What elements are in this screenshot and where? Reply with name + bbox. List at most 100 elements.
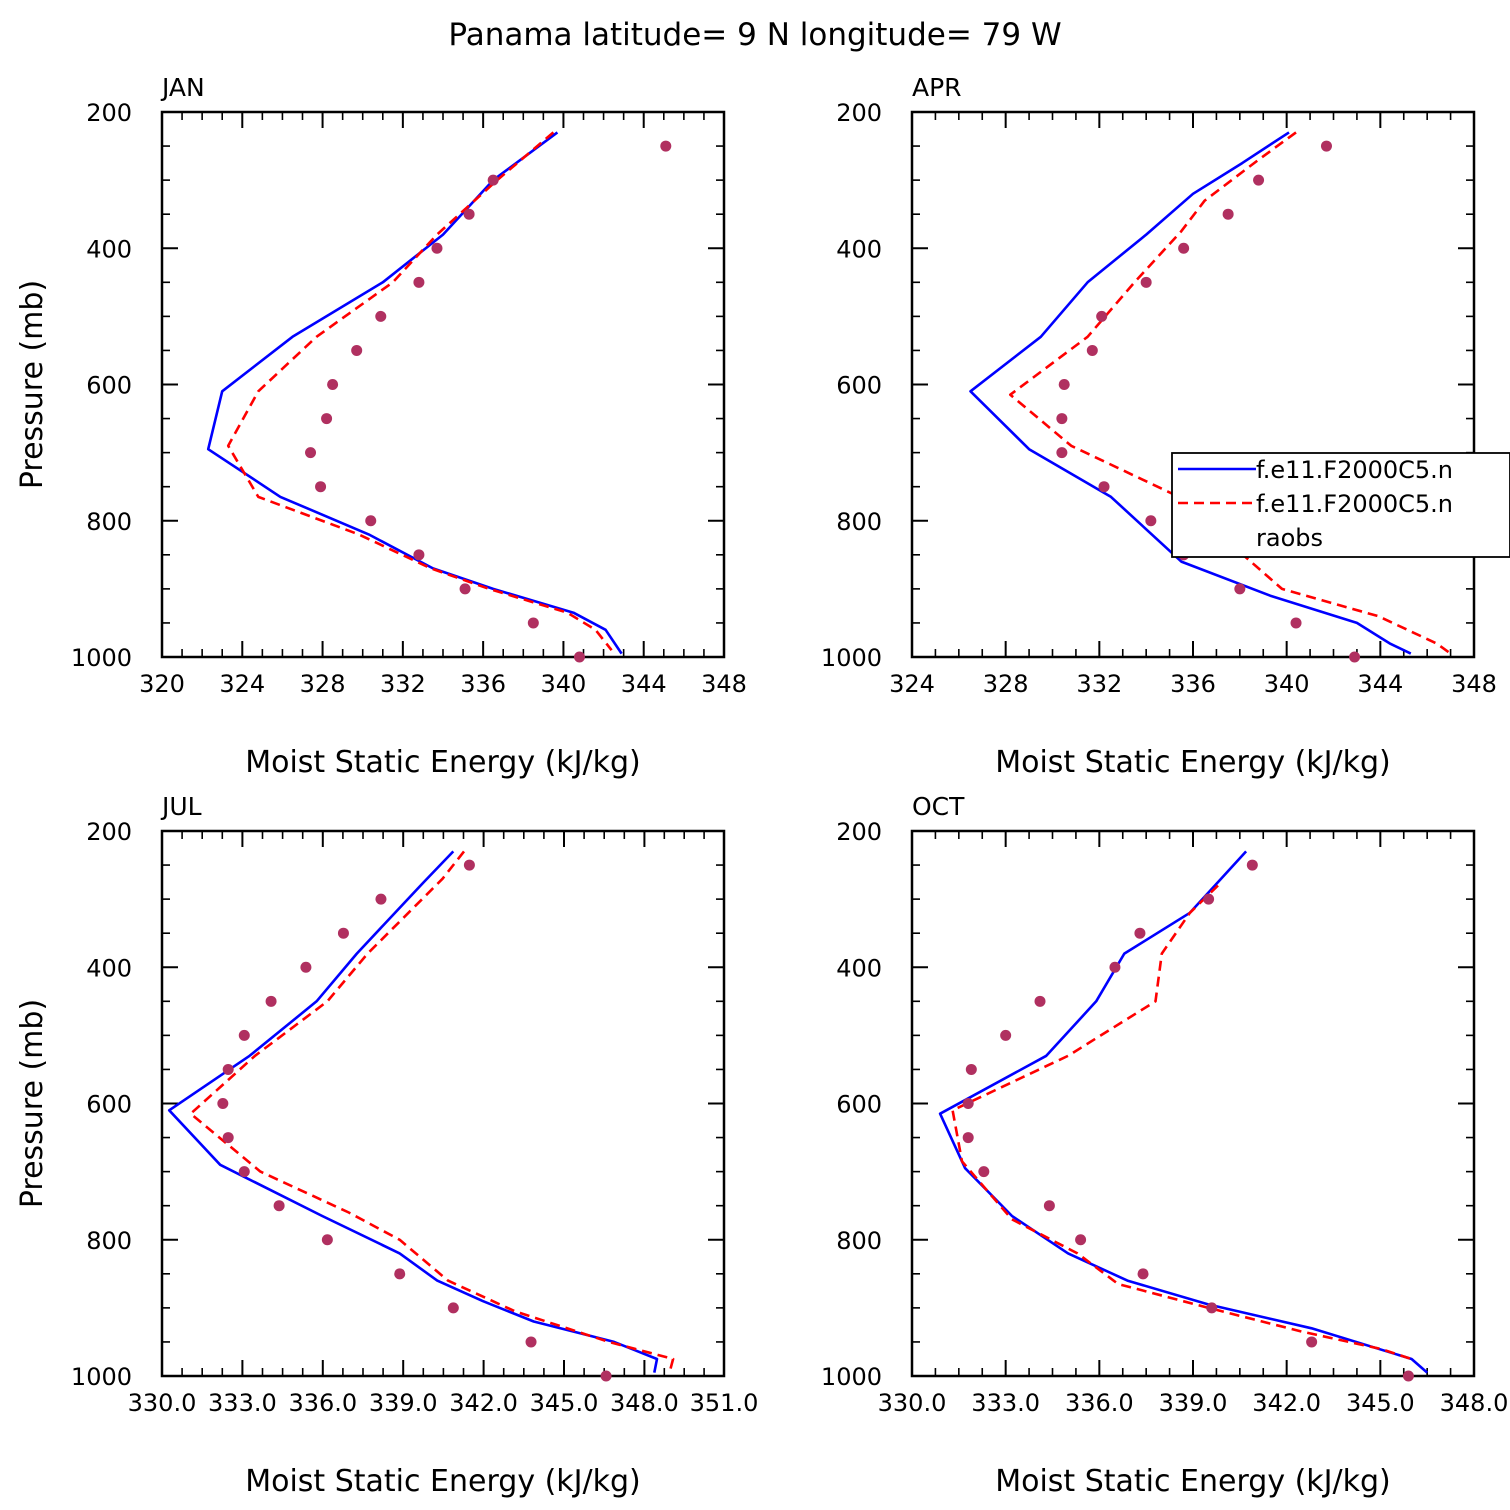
raobs-point — [962, 1132, 974, 1144]
raobs-point — [305, 447, 317, 459]
raobs-point — [337, 927, 349, 939]
x-tick-label: 336 — [1170, 670, 1216, 698]
raobs-point — [413, 549, 425, 561]
raobs-point — [1137, 1268, 1149, 1280]
x-axis-label: Moist Static Energy (kJ/kg) — [245, 1464, 641, 1499]
raobs-point — [1178, 242, 1190, 254]
raobs-point — [962, 1098, 974, 1109]
raobs-point — [1056, 413, 1068, 425]
raobs-point — [1058, 379, 1070, 390]
raobs-point — [375, 310, 387, 322]
x-tick-label: 348.0 — [1440, 1389, 1509, 1417]
x-tick-label: 336.0 — [1065, 1389, 1134, 1417]
x-tick-label: 340 — [1264, 670, 1310, 698]
raobs-point — [965, 1063, 977, 1075]
x-tick-label: 332 — [380, 670, 426, 698]
raobs-point — [1140, 276, 1152, 288]
raobs-point — [413, 276, 425, 288]
panel-apr: APR 324 328 332 336 340 344 348 200 400 600 800 1000… — [821, 73, 1510, 780]
y-tick-label: 600 — [836, 372, 882, 400]
y-tick-label: 800 — [86, 508, 132, 536]
panel-label: JAN — [160, 73, 205, 102]
x-tick-label: 344 — [621, 670, 667, 698]
y-tick-label: 400 — [86, 954, 132, 982]
y-tick-label: 400 — [836, 954, 882, 982]
x-tick-label: 344 — [1357, 670, 1403, 698]
raobs-point — [1290, 617, 1302, 629]
model-line-solid — [167, 850, 659, 1373]
raobs-point — [1203, 893, 1215, 905]
x-tick-label: 339.0 — [1159, 1389, 1228, 1417]
raobs-point — [459, 583, 471, 595]
raobs-point — [447, 1302, 459, 1314]
raobs-point — [573, 651, 585, 663]
x-tick-label: 342.0 — [1252, 1389, 1321, 1417]
raobs-point — [238, 1166, 250, 1178]
y-tick-label: 600 — [86, 372, 132, 400]
raobs-point — [1086, 344, 1098, 356]
raobs-point — [463, 208, 475, 220]
x-axis-label: Moist Static Energy (kJ/kg) — [245, 745, 641, 780]
model-line-dashed — [226, 131, 613, 652]
raobs-point — [1098, 481, 1110, 493]
x-tick-label: 348 — [701, 670, 747, 698]
raobs-point — [1145, 515, 1157, 527]
model-line-dashed — [1009, 131, 1452, 655]
figure-title: Panama latitude= 9 N longitude= 79 W — [448, 17, 1061, 53]
panel-label: OCT — [912, 792, 965, 821]
x-tick-label: 333.0 — [208, 1389, 277, 1417]
raobs-point — [978, 1166, 990, 1178]
plot-frame — [160, 110, 726, 659]
raobs-point — [222, 1132, 234, 1144]
raobs-point — [1043, 1200, 1055, 1212]
y-tick-label: 1000 — [71, 644, 132, 672]
legend-box — [1171, 452, 1510, 558]
raobs-point — [1320, 140, 1332, 152]
raobs-point — [300, 961, 312, 973]
raobs-point — [265, 995, 277, 1007]
raobs-point — [321, 1234, 333, 1246]
x-axis-label: Moist Static Energy (kJ/kg) — [995, 1464, 1391, 1499]
raobs-point — [222, 1063, 234, 1075]
raobs-point — [375, 893, 387, 905]
model-line-solid — [938, 850, 1429, 1374]
plot-frame — [910, 829, 1476, 1378]
x-tick-label: 332 — [1076, 670, 1122, 698]
raobs-point — [394, 1268, 406, 1280]
x-tick-label: 345.0 — [1346, 1389, 1415, 1417]
legend-entry: f.e11.F2000C5.n — [1256, 456, 1453, 484]
y-tick-label: 600 — [836, 1091, 882, 1119]
x-axis-label: Moist Static Energy (kJ/kg) — [995, 745, 1391, 780]
raobs-point — [1034, 995, 1046, 1007]
raobs-point — [1246, 859, 1258, 871]
raobs-point — [1075, 1234, 1087, 1246]
raobs-point — [321, 413, 333, 425]
raobs-point — [1234, 583, 1246, 595]
raobs-point — [660, 140, 672, 152]
y-tick-label: 1000 — [71, 1363, 132, 1391]
raobs-point — [1402, 1370, 1414, 1382]
raobs-point — [273, 1200, 285, 1212]
x-tick-label: 351.0 — [690, 1389, 759, 1417]
y-tick-label: 600 — [86, 1091, 132, 1119]
panel-label: APR — [912, 73, 962, 102]
x-tick-label: 336 — [460, 670, 506, 698]
model-line-dashed — [951, 884, 1413, 1361]
y-tick-label: 1000 — [821, 1363, 882, 1391]
y-tick-label: 200 — [86, 818, 132, 846]
y-tick-label: 200 — [836, 818, 882, 846]
model-line-solid — [206, 131, 623, 655]
plot-frame — [160, 829, 726, 1378]
x-tick-label: 330.0 — [128, 1389, 197, 1417]
y-tick-label: 1000 — [821, 644, 882, 672]
panel-label: JUL — [160, 792, 202, 821]
raobs-point — [1253, 174, 1265, 186]
model-line-dashed — [189, 850, 675, 1370]
y-tick-label: 800 — [836, 1227, 882, 1255]
x-tick-label: 348.0 — [610, 1389, 679, 1417]
x-tick-label: 336.0 — [288, 1389, 357, 1417]
raobs-point — [527, 617, 539, 629]
x-tick-label: 333.0 — [971, 1389, 1040, 1417]
x-tick-label: 342.0 — [449, 1389, 518, 1417]
